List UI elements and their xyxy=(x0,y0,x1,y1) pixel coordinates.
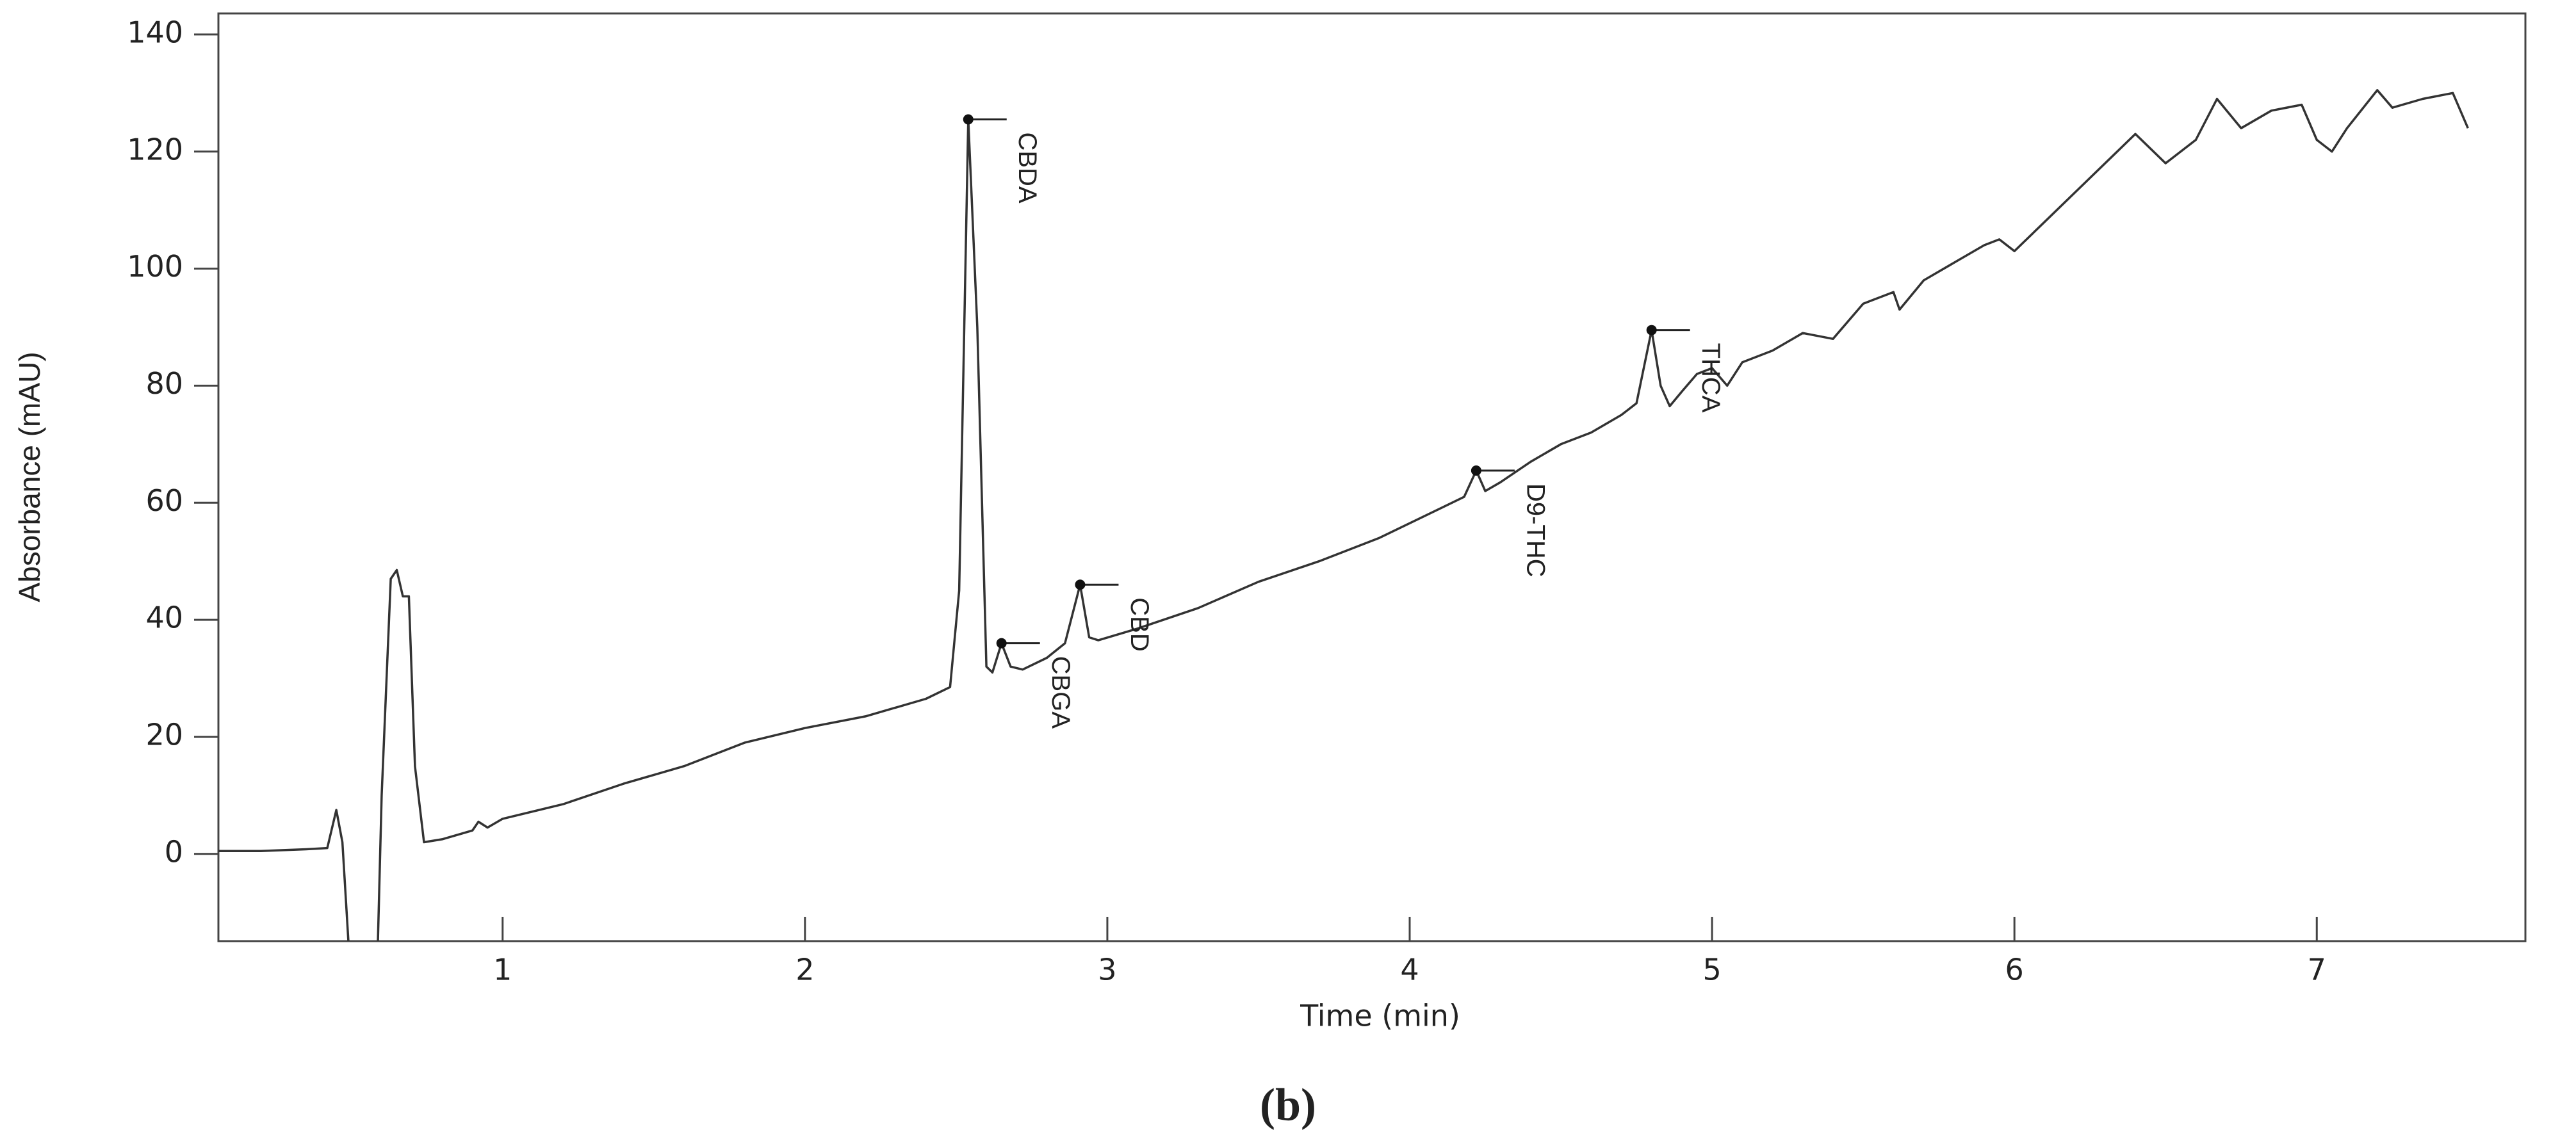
x-tick-label: 7 xyxy=(2308,953,2326,987)
x-tick-label: 1 xyxy=(493,953,512,987)
x-tick-label: 6 xyxy=(2005,953,2024,987)
chart-title: (b) xyxy=(1260,1079,1316,1131)
x-tick-label: 2 xyxy=(795,953,814,987)
peak-label: CBD xyxy=(1125,597,1153,651)
peak-label: CBGA xyxy=(1047,656,1075,729)
plot-frame xyxy=(217,12,2527,942)
y-tick-label: 20 xyxy=(145,717,183,752)
peak-label: D9-THC xyxy=(1521,483,1549,577)
y-tick-label: 80 xyxy=(145,366,183,401)
y-tick-label: 120 xyxy=(127,132,183,166)
peak-label: CBDA xyxy=(1013,132,1041,203)
x-axis-label: Time (min) xyxy=(1300,999,1460,1033)
peak-label: THCA xyxy=(1697,343,1725,413)
y-tick-label: 40 xyxy=(145,601,183,635)
x-tick-label: 3 xyxy=(1098,953,1116,987)
x-tick-label: 5 xyxy=(1702,953,1721,987)
x-tick-label: 4 xyxy=(1400,953,1419,987)
y-tick-label: 100 xyxy=(127,249,183,284)
y-axis-label: Absorbance (mAU) xyxy=(13,351,46,602)
peak-marker xyxy=(1471,465,1481,476)
y-tick-label: 140 xyxy=(127,15,183,49)
y-tick-label: 0 xyxy=(165,834,183,869)
peak-marker xyxy=(1646,325,1657,335)
y-tick-label: 60 xyxy=(145,483,183,518)
plot-area xyxy=(218,89,2469,941)
trace-line xyxy=(218,89,2469,941)
peak-marker xyxy=(996,638,1007,649)
peak-marker xyxy=(1075,579,1086,590)
peak-marker xyxy=(963,114,974,125)
